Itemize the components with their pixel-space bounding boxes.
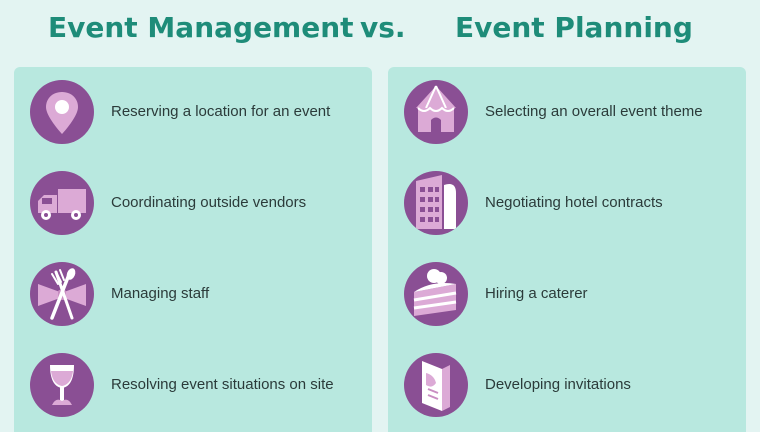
planning-item-label: Selecting an overall event theme (485, 103, 703, 120)
delivery-truck-icon (30, 171, 94, 235)
location-pin-icon (30, 80, 94, 144)
management-item-label: Managing staff (111, 285, 210, 302)
planning-item-invitations: Developing invitations (404, 353, 744, 417)
versus-label: vs. (360, 11, 406, 44)
event-planning-title: Event Planning (455, 11, 693, 44)
planning-item-label: Developing invitations (485, 376, 631, 393)
wine-glass-icon (30, 353, 94, 417)
management-item-location: Reserving a location for an event (30, 80, 370, 144)
event-management-title: Event Management (48, 11, 354, 44)
management-item-staff: Managing staff (30, 262, 370, 326)
tent-icon (404, 80, 468, 144)
event-planning-panel: Selecting an overall event theme Negotia… (388, 67, 746, 432)
cake-slice-icon (404, 262, 468, 326)
bowtie-cutlery-icon (30, 262, 94, 326)
planning-item-caterer: Hiring a caterer (404, 262, 744, 326)
planning-item-label: Hiring a caterer (485, 285, 588, 302)
management-item-label: Resolving event situations on site (111, 376, 334, 393)
management-item-situations: Resolving event situations on site (30, 353, 370, 417)
management-item-label: Coordinating outside vendors (111, 194, 307, 211)
page-heading: Event Management vs. Event Planning (0, 8, 760, 52)
planning-item-label: Negotiating hotel contracts (485, 194, 663, 211)
planning-item-hotel: Negotiating hotel contracts (404, 171, 744, 235)
management-item-vendors: Coordinating outside vendors (30, 171, 370, 235)
management-item-label: Reserving a location for an event (111, 103, 331, 120)
hotel-building-icon (404, 171, 468, 235)
event-management-panel: Reserving a location for an event Coordi… (14, 67, 372, 432)
invitation-card-icon (404, 353, 468, 417)
planning-item-theme: Selecting an overall event theme (404, 80, 744, 144)
